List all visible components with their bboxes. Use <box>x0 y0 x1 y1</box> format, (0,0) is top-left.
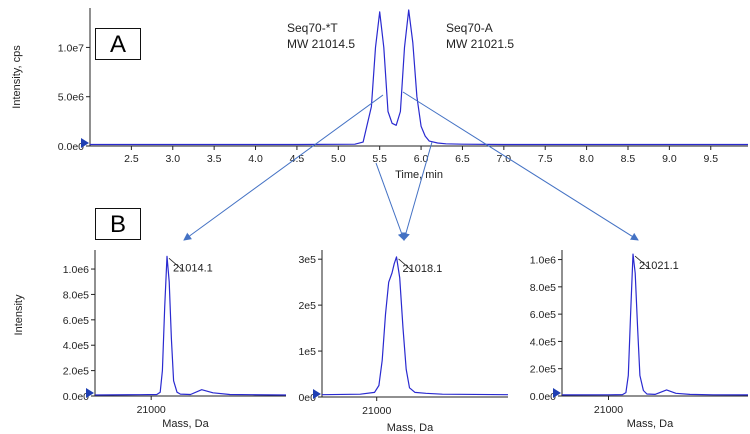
y-tick-label: 1.0e7 <box>58 42 84 54</box>
data-trace <box>90 9 748 146</box>
x-tick-label: 7.0 <box>497 153 512 165</box>
x-tick-label: 6.5 <box>455 153 470 165</box>
x-axis-label: Time, min <box>395 169 443 181</box>
y-tick-label: 6.0e5 <box>63 315 89 327</box>
connector-arrow <box>402 141 433 241</box>
y-tick-label: 1.0e6 <box>530 255 556 267</box>
panel-label-b: B <box>95 208 141 240</box>
baseline-marker <box>81 138 89 148</box>
panel-label-a: A <box>95 28 141 60</box>
peak-annotation-name: Seq70-A <box>446 21 493 35</box>
x-axis-label: Mass, Da <box>162 418 209 430</box>
x-tick-label: 4.0 <box>248 153 263 165</box>
peak-label: 21021.1 <box>639 260 679 272</box>
y-axis-label: Intensity, cps <box>11 45 23 109</box>
y-tick-label: 6.0e5 <box>530 309 556 321</box>
x-tick-label: 21000 <box>362 405 391 417</box>
y-tick-label: 0.0e0 <box>58 141 84 153</box>
baseline-marker <box>313 389 321 399</box>
y-tick-label: 2.0e5 <box>530 364 556 376</box>
x-tick-label: 3.0 <box>165 153 180 165</box>
y-tick-label: 1e5 <box>298 346 316 358</box>
connector-arrow <box>183 94 384 241</box>
x-axis-label: Mass, Da <box>627 418 674 430</box>
x-tick-label: 7.5 <box>538 153 553 165</box>
x-tick-label: 8.0 <box>579 153 594 165</box>
connector-arrow <box>375 162 406 241</box>
y-tick-label: 8.0e5 <box>530 282 556 294</box>
y-tick-label: 4.0e5 <box>63 340 89 352</box>
y-tick-label: 2e5 <box>298 300 316 312</box>
x-tick-label: 2.5 <box>124 153 139 165</box>
y-axis-label: Intensity <box>13 294 25 335</box>
x-tick-label: 3.5 <box>207 153 222 165</box>
peak-label: 21018.1 <box>403 263 443 275</box>
x-tick-label: 5.0 <box>331 153 346 165</box>
x-tick-label: 5.5 <box>372 153 387 165</box>
y-tick-label: 5.0e6 <box>58 92 84 104</box>
peak-leader-line <box>398 258 413 272</box>
x-tick-label: 8.5 <box>621 153 636 165</box>
y-tick-label: 8.0e5 <box>63 289 89 301</box>
y-tick-label: 0.0e0 <box>530 391 556 403</box>
baseline-marker <box>86 388 94 398</box>
x-tick-label: 21000 <box>594 404 623 416</box>
peak-annotation-mw: MW 21014.5 <box>287 37 355 51</box>
peak-annotation-name: Seq70-*T <box>287 21 338 35</box>
y-tick-label: 2.0e5 <box>63 366 89 378</box>
x-tick-label: 4.5 <box>290 153 305 165</box>
peak-leader-line <box>168 258 184 271</box>
data-trace <box>321 256 509 396</box>
data-trace <box>94 255 287 396</box>
x-tick-label: 9.5 <box>703 153 718 165</box>
connector-arrow <box>402 91 639 241</box>
peak-annotation-mw: MW 21021.5 <box>446 37 514 51</box>
x-tick-label: 9.0 <box>662 153 677 165</box>
data-trace <box>561 253 749 396</box>
y-tick-label: 4.0e5 <box>530 336 556 348</box>
peak-leader-line <box>634 255 650 269</box>
y-tick-label: 1.0e6 <box>63 264 89 276</box>
x-tick-label: 6.0 <box>414 153 429 165</box>
y-tick-label: 0e0 <box>298 392 316 404</box>
x-tick-label: 21000 <box>137 404 166 416</box>
y-tick-label: 0.0e0 <box>63 391 89 403</box>
peak-label: 21014.1 <box>173 262 213 274</box>
x-axis-label: Mass, Da <box>387 422 434 434</box>
y-tick-label: 3e5 <box>298 254 316 266</box>
baseline-marker <box>553 388 561 398</box>
